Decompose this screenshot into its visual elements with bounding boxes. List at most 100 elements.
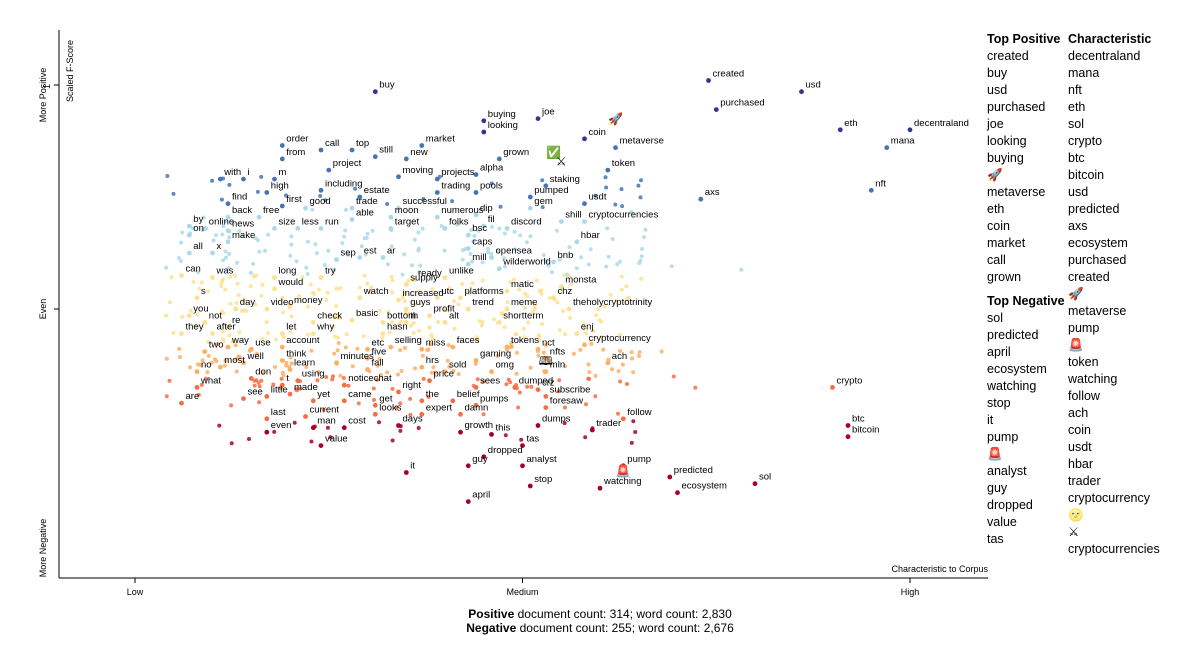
- term-label[interactable]: est: [364, 246, 377, 257]
- term-point[interactable]: [318, 187, 324, 193]
- term-label[interactable]: still: [379, 145, 393, 156]
- term-point[interactable]: [589, 427, 595, 433]
- term-point[interactable]: [279, 203, 285, 209]
- term-point[interactable]: [450, 398, 456, 404]
- term-point[interactable]: [202, 226, 208, 231]
- term-point[interactable]: [202, 320, 208, 325]
- term-label[interactable]: money: [294, 295, 323, 306]
- term-label[interactable]: think: [286, 349, 306, 360]
- term-point[interactable]: [279, 156, 285, 162]
- term-label[interactable]: learn: [294, 358, 315, 369]
- term-point[interactable]: [419, 398, 425, 404]
- term-point[interactable]: [380, 320, 386, 325]
- term-point[interactable]: [241, 360, 246, 366]
- term-point[interactable]: [535, 423, 541, 428]
- term-label[interactable]: cost: [348, 416, 366, 427]
- characteristic-term[interactable]: eth: [1068, 100, 1086, 114]
- term-label[interactable]: crypto: [837, 375, 863, 386]
- term-point[interactable]: [465, 463, 471, 469]
- term-label[interactable]: dumps: [542, 414, 571, 425]
- term-label[interactable]: five: [372, 346, 387, 357]
- term-point[interactable]: [264, 429, 270, 435]
- term-label[interactable]: long: [279, 266, 297, 277]
- term-point[interactable]: [473, 358, 479, 363]
- top-positive-term[interactable]: call: [987, 253, 1006, 267]
- term-label[interactable]: run: [325, 216, 339, 227]
- emoji-point[interactable]: 🚨: [616, 464, 631, 478]
- characteristic-term[interactable]: sol: [1068, 117, 1084, 131]
- term-point[interactable]: [558, 219, 564, 225]
- term-label[interactable]: yet: [317, 389, 330, 400]
- term-point[interactable]: [504, 288, 510, 294]
- characteristic-term[interactable]: decentraland: [1068, 49, 1141, 63]
- term-label[interactable]: btc: [852, 414, 865, 425]
- characteristic-term[interactable]: purchased: [1068, 253, 1127, 267]
- characteristic-term[interactable]: predicted: [1068, 202, 1120, 216]
- term-label[interactable]: estate: [364, 185, 390, 196]
- characteristic-term[interactable]: usdt: [1068, 440, 1092, 454]
- term-point[interactable]: [357, 295, 363, 301]
- term-point[interactable]: [357, 255, 363, 260]
- term-point[interactable]: [334, 257, 339, 263]
- term-point[interactable]: [396, 423, 401, 428]
- term-label[interactable]: m: [279, 167, 287, 178]
- term-point[interactable]: [310, 398, 316, 404]
- term-label[interactable]: predicted: [674, 465, 713, 476]
- term-label[interactable]: supply: [410, 272, 438, 283]
- term-label[interactable]: check: [317, 310, 342, 321]
- term-point[interactable]: [419, 364, 425, 370]
- term-label[interactable]: ar: [387, 246, 395, 257]
- term-point[interactable]: [372, 154, 378, 160]
- term-label[interactable]: find: [232, 192, 247, 203]
- emoji-point[interactable]: 🕮: [539, 354, 553, 368]
- term-point[interactable]: [225, 324, 231, 330]
- term-label[interactable]: trade: [356, 196, 378, 207]
- term-label[interactable]: video: [271, 297, 294, 308]
- term-label[interactable]: alt: [449, 310, 459, 321]
- top-positive-term[interactable]: coin: [987, 219, 1010, 233]
- characteristic-term[interactable]: mana: [1068, 66, 1100, 80]
- term-label[interactable]: profit: [434, 304, 455, 315]
- term-point[interactable]: [186, 232, 192, 238]
- term-point[interactable]: [535, 387, 541, 392]
- top-positive-term[interactable]: buy: [987, 66, 1008, 80]
- term-label[interactable]: cryptocurrency: [589, 333, 652, 344]
- term-label[interactable]: this: [496, 422, 511, 433]
- term-point[interactable]: [489, 255, 494, 260]
- term-point[interactable]: [279, 344, 285, 350]
- term-point[interactable]: [465, 232, 471, 238]
- term-label[interactable]: dip: [480, 203, 493, 214]
- term-point[interactable]: [496, 156, 502, 162]
- term-point[interactable]: [225, 201, 231, 207]
- term-label[interactable]: hbar: [581, 230, 600, 241]
- term-label[interactable]: fil: [488, 214, 495, 225]
- term-label[interactable]: omg: [496, 360, 514, 371]
- top-positive-term[interactable]: created: [987, 49, 1029, 63]
- term-label[interactable]: crz: [542, 378, 555, 389]
- term-label[interactable]: stop: [534, 474, 552, 485]
- term-label[interactable]: buying: [488, 109, 516, 120]
- characteristic-term[interactable]: metaverse: [1068, 304, 1127, 318]
- term-point[interactable]: [318, 226, 324, 231]
- term-label[interactable]: watch: [363, 286, 389, 297]
- term-label[interactable]: foresaw: [550, 396, 583, 407]
- term-point[interactable]: [434, 190, 440, 195]
- term-point[interactable]: [349, 217, 355, 222]
- term-label[interactable]: basic: [356, 308, 378, 319]
- term-point[interactable]: [543, 355, 549, 361]
- term-point[interactable]: [582, 201, 587, 207]
- term-point[interactable]: [845, 434, 851, 440]
- term-point[interactable]: [574, 331, 580, 336]
- term-label[interactable]: cryptocurrencies: [589, 210, 659, 221]
- term-label[interactable]: watching: [603, 476, 642, 487]
- term-point[interactable]: [295, 378, 301, 384]
- emoji-point[interactable]: ✅: [546, 146, 561, 160]
- term-label[interactable]: using: [302, 369, 325, 380]
- characteristic-term[interactable]: pump: [1068, 321, 1100, 335]
- term-point[interactable]: [830, 385, 835, 390]
- term-label[interactable]: see: [248, 387, 263, 398]
- term-point[interactable]: [264, 306, 270, 312]
- top-negative-term[interactable]: predicted: [987, 328, 1039, 342]
- term-label[interactable]: it: [410, 461, 415, 472]
- term-label[interactable]: can: [186, 263, 201, 274]
